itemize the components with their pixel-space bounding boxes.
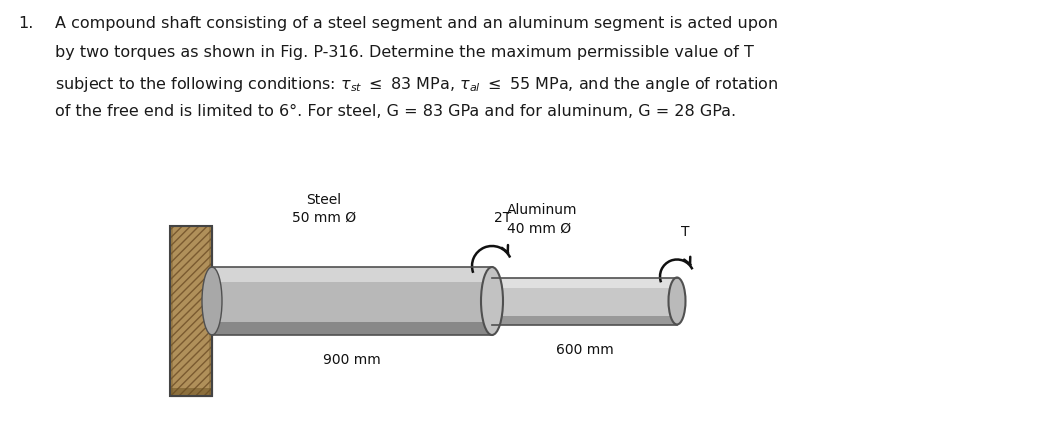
Bar: [170, 226, 173, 396]
Text: 1.: 1.: [18, 16, 33, 31]
Bar: [170, 226, 212, 396]
Text: 600 mm: 600 mm: [556, 343, 613, 357]
Bar: [170, 226, 212, 396]
Bar: [209, 226, 212, 396]
Bar: [212, 280, 492, 322]
Text: 2T: 2T: [494, 211, 511, 225]
Text: of the free end is limited to 6°. For steel, G = 83 GPa and for aluminum, G = 28: of the free end is limited to 6°. For st…: [55, 105, 736, 120]
Text: Steel
50 mm Ø: Steel 50 mm Ø: [292, 193, 356, 225]
Ellipse shape: [669, 278, 685, 325]
Bar: [492, 286, 677, 315]
Bar: [492, 315, 677, 325]
Ellipse shape: [202, 267, 222, 335]
Ellipse shape: [481, 267, 503, 335]
Bar: [212, 267, 492, 283]
Text: A compound shaft consisting of a steel segment and an aluminum segment is acted : A compound shaft consisting of a steel s…: [55, 16, 778, 31]
Bar: [492, 278, 677, 288]
Text: Aluminum
40 mm Ø: Aluminum 40 mm Ø: [507, 203, 578, 236]
Bar: [170, 388, 212, 396]
Text: 900 mm: 900 mm: [324, 353, 381, 367]
Text: T: T: [681, 226, 690, 240]
Text: by two torques as shown in Fig. P-316. Determine the maximum permissible value o: by two torques as shown in Fig. P-316. D…: [55, 46, 754, 60]
Bar: [212, 322, 492, 335]
Bar: [170, 226, 212, 396]
Text: subject to the following conditions: $\tau_{st}$ $\leq$ 83 MPa, $\tau_{al}$ $\le: subject to the following conditions: $\t…: [55, 75, 779, 94]
